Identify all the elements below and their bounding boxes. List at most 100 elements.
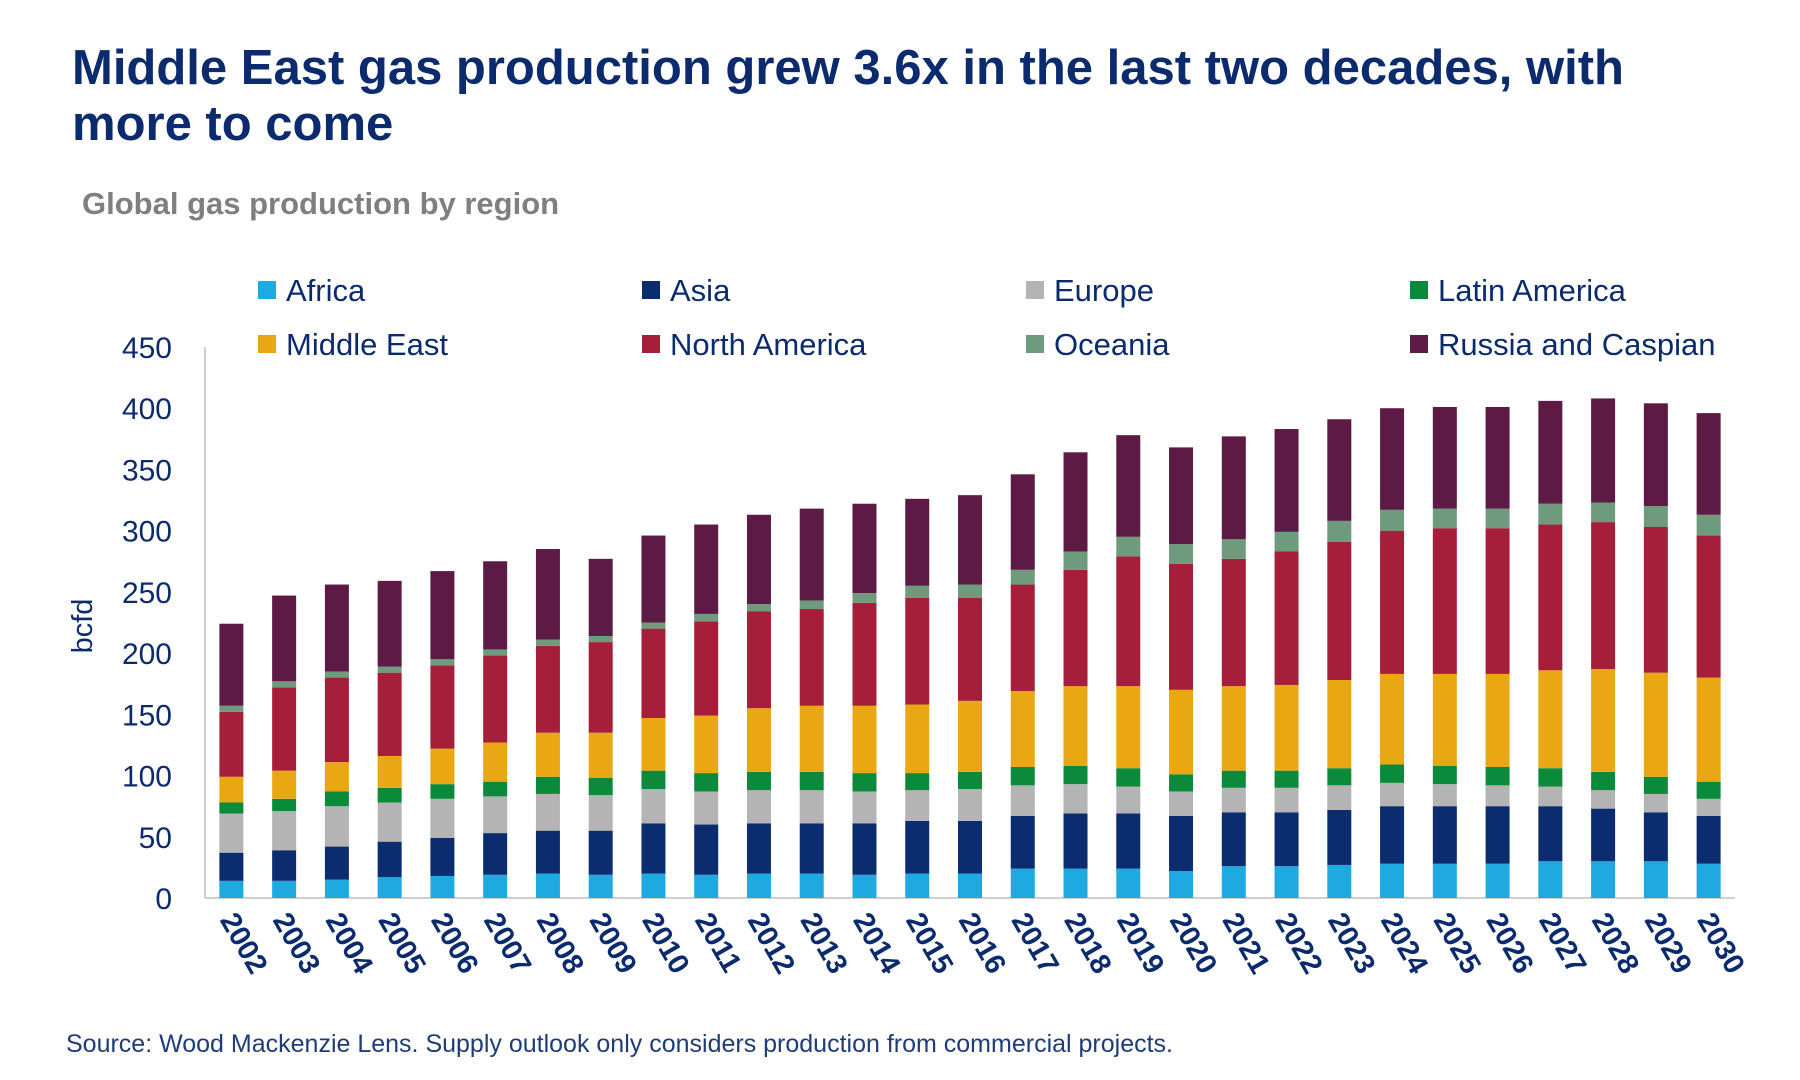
- x-tick-label: 2030: [1691, 908, 1751, 980]
- bar-segment-middle-east: [1432, 673, 1457, 766]
- bar-stack-2008: [535, 549, 560, 898]
- x-tick-label: 2011: [688, 908, 747, 978]
- bar-segment-europe: [1485, 785, 1510, 807]
- bar-segment-middle-east: [694, 715, 719, 774]
- x-tick-label: 2007: [477, 908, 537, 980]
- x-tick-label: 2023: [1321, 908, 1381, 980]
- bar-segment-latin-america: [852, 773, 877, 792]
- bar-segment-middle-east: [1221, 686, 1246, 771]
- bar-segment-asia: [1643, 812, 1668, 862]
- bar-segment-africa: [1221, 866, 1246, 898]
- bar-segment-middle-east: [746, 708, 771, 772]
- bar-segment-oceania: [1643, 506, 1668, 527]
- y-axis: 0 50 100 150 200 250 300 350 400 450: [122, 332, 1735, 916]
- bar-segment-russia-and-caspian: [1116, 435, 1141, 537]
- legend-item-north-america: North America: [642, 327, 867, 362]
- x-tick-label: 2024: [1374, 908, 1434, 980]
- bar-segment-europe: [535, 793, 560, 831]
- bar-segment-middle-east: [1116, 686, 1141, 769]
- bar-segment-oceania: [1274, 531, 1299, 552]
- bar-segment-middle-east: [1169, 689, 1194, 775]
- bar-segment-africa: [272, 880, 297, 898]
- bar-segment-oceania: [1327, 520, 1352, 542]
- bar-segment-africa: [1169, 871, 1194, 898]
- x-tick-label: 2028: [1585, 908, 1645, 980]
- bar-segment-europe: [694, 791, 719, 825]
- bar-stack-2004: [324, 584, 349, 898]
- bar-segment-north-america: [905, 598, 930, 705]
- x-tick-label: 2012: [741, 908, 801, 980]
- bar-segment-north-america: [1591, 522, 1616, 670]
- bar-segment-asia: [1696, 815, 1721, 864]
- bar-segment-middle-east: [219, 776, 244, 803]
- bar-segment-russia-and-caspian: [641, 535, 666, 623]
- bar-segment-asia: [377, 841, 402, 878]
- bar-segment-north-america: [799, 609, 824, 706]
- bar-segment-europe: [905, 790, 930, 821]
- legend-label: Asia: [670, 273, 731, 308]
- bar-segment-europe: [1010, 785, 1035, 816]
- x-tick-label: 2016: [952, 908, 1012, 980]
- x-tick-label: 2014: [846, 908, 906, 980]
- bar-segment-asia: [694, 824, 719, 875]
- x-tick-label: 2015: [899, 908, 959, 980]
- bar-segment-africa: [483, 874, 508, 898]
- bar-segment-north-america: [272, 687, 297, 771]
- bar-segment-asia: [1063, 813, 1088, 869]
- bar-segment-north-america: [1063, 569, 1088, 687]
- x-tick-label: 2010: [635, 908, 695, 980]
- bar-segment-latin-america: [588, 778, 613, 796]
- bar-segment-asia: [588, 830, 613, 875]
- bar-segment-asia: [799, 823, 824, 874]
- bar-stack-2023: [1327, 419, 1352, 898]
- bar-stack-2021: [1221, 436, 1246, 898]
- bar-segment-africa: [377, 877, 402, 898]
- bar-segment-north-america: [1010, 584, 1035, 692]
- bar-stack-2005: [377, 580, 402, 898]
- bar-segment-russia-and-caspian: [430, 571, 455, 660]
- bar-stack-2030: [1696, 413, 1721, 898]
- bar-segment-africa: [1010, 868, 1035, 898]
- bar-stack-2019: [1116, 435, 1141, 898]
- bar-segment-latin-america: [694, 773, 719, 792]
- bar-segment-africa: [958, 873, 982, 898]
- legend-swatch: [1026, 281, 1044, 299]
- bar-segment-latin-america: [1643, 776, 1668, 794]
- bar-stack-2029: [1643, 403, 1668, 898]
- bar-stack-2002: [219, 623, 244, 898]
- bar-segment-asia: [1274, 812, 1299, 867]
- bar-segment-oceania: [905, 585, 930, 599]
- bar-segment-north-america: [958, 598, 982, 701]
- bar-segment-asia: [219, 852, 244, 881]
- bar-stack-2022: [1274, 429, 1299, 898]
- bar-segment-latin-america: [746, 771, 771, 791]
- bar-segment-north-america: [1538, 524, 1563, 671]
- bar-segment-europe: [746, 790, 771, 824]
- bar-segment-russia-and-caspian: [272, 595, 297, 682]
- bar-segment-russia-and-caspian: [1274, 429, 1299, 532]
- bar-segment-africa: [1116, 868, 1141, 898]
- x-tick-label: 2022: [1268, 908, 1328, 980]
- bar-segment-latin-america: [1221, 770, 1246, 788]
- x-tick-label: 2020: [1163, 908, 1223, 980]
- legend-swatch: [258, 335, 276, 353]
- bar-segment-asia: [1169, 815, 1194, 872]
- bar-segment-oceania: [430, 659, 455, 666]
- legend-swatch: [1410, 281, 1428, 299]
- bar-segment-oceania: [1116, 536, 1141, 557]
- bar-segment-latin-america: [1274, 770, 1299, 788]
- bar-segment-africa: [1327, 864, 1352, 898]
- legend-label: Latin America: [1438, 273, 1627, 308]
- bar-segment-middle-east: [1485, 673, 1510, 767]
- bar-segment-asia: [641, 823, 666, 874]
- bar-segment-middle-east: [588, 732, 613, 779]
- bar-segment-europe: [1696, 798, 1721, 816]
- bar-segment-oceania: [483, 649, 508, 656]
- bar-segment-latin-america: [535, 776, 560, 794]
- bar-segment-russia-and-caspian: [1169, 447, 1194, 545]
- bar-segment-oceania: [1432, 508, 1457, 529]
- bar-segment-europe: [852, 791, 877, 824]
- bar-segment-russia-and-caspian: [1221, 436, 1246, 540]
- bar-segment-russia-and-caspian: [324, 584, 349, 672]
- legend-swatch: [642, 335, 660, 353]
